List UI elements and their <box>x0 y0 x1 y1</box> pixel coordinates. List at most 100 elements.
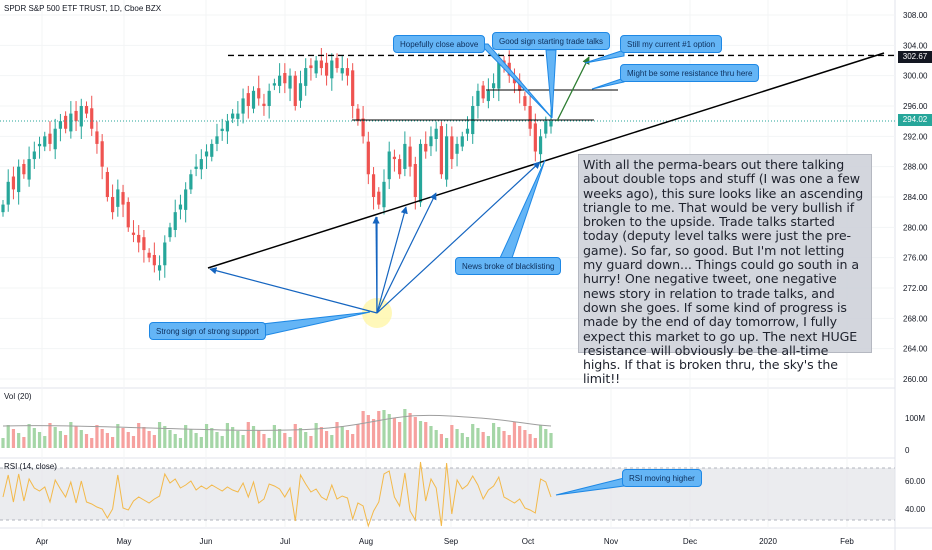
x-tick-label: Aug <box>359 537 373 546</box>
candle-body <box>17 166 21 193</box>
candle-body <box>356 108 360 122</box>
volume-bar <box>445 438 449 448</box>
candle-body <box>460 136 464 147</box>
candle-body <box>231 113 235 119</box>
candle-body <box>163 242 167 266</box>
volume-bar <box>272 425 276 448</box>
y-tick-label: 272.00 <box>903 284 928 293</box>
candle-body <box>262 103 266 106</box>
volume-bar <box>512 422 517 448</box>
candle-body <box>528 106 532 129</box>
last-price-badge: 294.02 <box>898 114 932 126</box>
volume-bar <box>278 429 282 448</box>
volume-bar <box>351 434 355 448</box>
candle-body <box>455 143 459 154</box>
volume-bar <box>225 423 230 448</box>
y-tick-label: 308.00 <box>903 11 928 20</box>
candle-body <box>413 164 417 197</box>
candle-body <box>126 201 130 228</box>
x-tick-label: Jun <box>200 537 213 546</box>
candle-body <box>194 166 198 169</box>
y-tick-label: 288.00 <box>903 163 928 172</box>
volume-bar <box>17 433 21 448</box>
volume-bar <box>309 436 313 448</box>
support-arrow <box>376 161 541 314</box>
x-tick-label: Nov <box>604 537 618 546</box>
volume-bar <box>366 415 370 448</box>
volume-bar <box>11 429 16 448</box>
candle-body <box>199 159 203 170</box>
candle-body <box>220 128 224 132</box>
volume-tick-label: 0 <box>905 446 910 455</box>
y-tick-label: 284.00 <box>903 193 928 202</box>
volume-bar <box>533 438 537 448</box>
candle-body <box>215 136 219 144</box>
candle-body <box>142 237 146 251</box>
y-tick-label: 300.00 <box>903 72 928 81</box>
callout-hopefully-close-above: Hopefully close above <box>393 35 486 53</box>
volume-bar <box>497 427 501 448</box>
ascending-trendline <box>207 52 885 269</box>
support-arrow <box>376 192 437 314</box>
volume-bar <box>168 430 172 448</box>
volume-bar <box>471 424 475 448</box>
rsi-tick-label: 60.00 <box>905 477 926 486</box>
candle-body <box>173 212 177 230</box>
candle-body <box>131 232 136 235</box>
volume-bar <box>241 435 245 448</box>
projection-arrow <box>556 56 590 122</box>
volume-bar <box>424 422 428 448</box>
volume-bar <box>335 422 339 448</box>
candle-body <box>6 181 10 205</box>
volume-bar <box>413 417 417 448</box>
volume-bar <box>507 435 511 448</box>
volume-bar <box>455 429 459 448</box>
volume-bar <box>173 434 177 448</box>
volume-bar <box>288 437 292 448</box>
candle-body <box>168 227 172 238</box>
volume-bar <box>90 438 94 448</box>
volume-ma-line <box>2 414 552 431</box>
volume-bar <box>184 425 188 448</box>
candle-body <box>189 174 193 190</box>
candle-body <box>491 83 496 89</box>
x-tick-label: Dec <box>683 537 697 546</box>
volume-bar <box>544 429 548 448</box>
volume-bar <box>189 429 193 448</box>
rsi-tick-label: 40.00 <box>905 505 926 514</box>
candle-body <box>533 123 537 152</box>
candle-body <box>225 121 230 132</box>
candle-body <box>69 113 73 132</box>
candle-body <box>288 75 292 89</box>
candle-body <box>424 143 428 152</box>
candle-body <box>1 204 5 213</box>
volume-bar <box>523 430 527 448</box>
volume-bar <box>450 425 454 448</box>
candle-body <box>293 75 297 106</box>
volume-bar <box>356 424 360 448</box>
candle-body <box>398 159 402 175</box>
volume-bar <box>137 423 141 448</box>
candle-body <box>408 146 412 167</box>
candle-body <box>58 121 63 129</box>
candle-body <box>361 118 365 137</box>
volume-bar <box>314 423 318 448</box>
callout-current-option: Still my current #1 option <box>620 35 723 53</box>
candle-body <box>210 143 214 157</box>
x-tick-label: Apr <box>36 537 49 546</box>
callout-pointer <box>261 311 371 337</box>
y-tick-label: 292.00 <box>903 132 928 141</box>
candle-body <box>111 197 115 213</box>
volume-bar <box>199 437 203 448</box>
candle-body <box>319 60 323 69</box>
volume-bar <box>481 432 485 448</box>
candle-body <box>340 68 344 74</box>
volume-bar <box>345 430 350 448</box>
candle-body <box>512 78 517 84</box>
symbol-title: SPDR S&P 500 ETF TRUST, 1D, Cboe BZX <box>4 4 162 13</box>
volume-bar <box>194 433 198 448</box>
candle-body <box>251 90 256 109</box>
volume-bar <box>387 414 391 448</box>
volume-bar <box>131 436 136 448</box>
callout-pointer <box>584 49 625 64</box>
